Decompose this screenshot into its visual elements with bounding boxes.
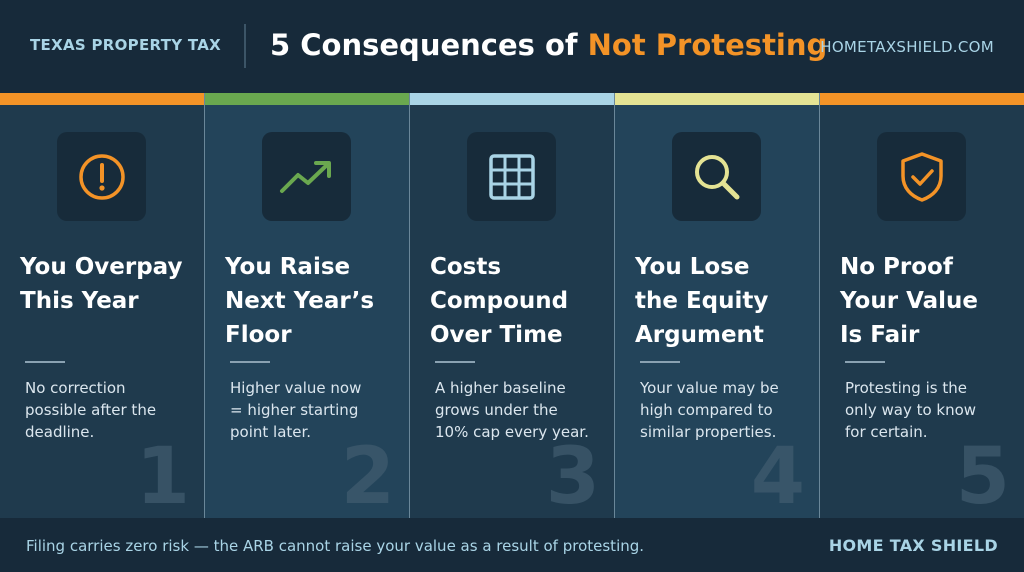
- card-number: 2: [340, 432, 395, 518]
- card-number: 3: [545, 432, 600, 518]
- card-title-line: You Lose: [635, 254, 750, 280]
- card-description-line: A higher baseline: [435, 379, 566, 397]
- card-description-line: Your value may be: [640, 379, 779, 397]
- card-description: Higher value now = higher starting point…: [230, 377, 400, 443]
- card-title-line: You Overpay: [20, 254, 183, 280]
- card-description-line: similar properties.: [640, 423, 777, 441]
- card-description-line: point later.: [230, 423, 312, 441]
- card-description-line: high compared to: [640, 401, 773, 419]
- consequence-card-5: No Proof Your Value Is Fair Protesting i…: [820, 93, 1024, 518]
- divider: [230, 361, 270, 363]
- card-title-line: Costs: [430, 254, 502, 280]
- card-description-line: deadline.: [25, 423, 95, 441]
- card-title-line: No Proof: [840, 254, 953, 280]
- footer: Filing carries zero risk — the ARB canno…: [0, 518, 1024, 572]
- footer-brand: HOME TAX SHIELD: [828, 536, 998, 555]
- color-bar: [0, 93, 204, 105]
- card-title-line: Compound: [430, 288, 569, 314]
- card-title: Costs Compound Over Time: [430, 250, 610, 352]
- consequence-card-3: Costs Compound Over Time A higher baseli…: [410, 93, 615, 518]
- icon-box: [877, 132, 966, 221]
- footer-note: Filing carries zero risk — the ARB canno…: [26, 537, 645, 555]
- shield-check-icon: [900, 151, 943, 202]
- card-description-line: grows under the: [435, 401, 558, 419]
- card-title-line: Is Fair: [840, 322, 920, 348]
- magnifier-icon: [694, 154, 739, 199]
- card-title: You Raise Next Year’s Floor: [225, 250, 405, 352]
- card-description: Protesting is the only way to know for c…: [845, 377, 1015, 443]
- header-label: TEXAS PROPERTY TAX: [30, 36, 222, 54]
- color-bar: [205, 93, 409, 105]
- trending-up-icon: [279, 160, 331, 193]
- card-number: 4: [750, 432, 805, 518]
- consequence-card-1: You Overpay This Year No correction poss…: [0, 93, 205, 518]
- divider: [640, 361, 680, 363]
- header-divider: [244, 24, 246, 68]
- header: TEXAS PROPERTY TAX 5 Consequences of Not…: [0, 0, 1024, 93]
- card-title-line: Argument: [635, 322, 764, 348]
- consequence-columns: You Overpay This Year No correction poss…: [0, 93, 1024, 518]
- grid-table-icon: [488, 153, 535, 200]
- icon-box: [467, 132, 556, 221]
- divider: [435, 361, 475, 363]
- card-description-line: only way to know: [845, 401, 977, 419]
- color-bar: [820, 93, 1024, 105]
- page-title: 5 Consequences of Not Protesting: [270, 28, 827, 62]
- divider: [25, 361, 65, 363]
- divider: [845, 361, 885, 363]
- card-title-line: Your Value: [840, 288, 978, 314]
- icon-box: [262, 132, 351, 221]
- exclamation-circle-icon: [78, 153, 125, 200]
- card-number: 5: [955, 432, 1010, 518]
- color-bar: [410, 93, 614, 105]
- card-description: No correction possible after the deadlin…: [25, 377, 195, 443]
- color-bar: [615, 93, 819, 105]
- card-title-line: Over Time: [430, 322, 563, 348]
- consequence-card-2: You Raise Next Year’s Floor Higher value…: [205, 93, 410, 518]
- title-main: 5 Consequences of: [270, 28, 588, 62]
- card-title-line: Floor: [225, 322, 292, 348]
- card-description-line: Protesting is the: [845, 379, 967, 397]
- card-title-line: the Equity: [635, 288, 769, 314]
- card-title-line: This Year: [20, 288, 139, 314]
- card-description-line: = higher starting: [230, 401, 359, 419]
- card-description: Your value may be high compared to simil…: [640, 377, 810, 443]
- card-description-line: No correction: [25, 379, 126, 397]
- card-description-line: for certain.: [845, 423, 928, 441]
- card-title: You Overpay This Year: [20, 250, 200, 318]
- title-accent: Not Protesting: [587, 28, 828, 62]
- card-description-line: possible after the: [25, 401, 157, 419]
- site-url: HOMETAXSHIELD.COM: [820, 38, 994, 56]
- card-title-line: Next Year’s: [225, 288, 375, 314]
- card-title: No Proof Your Value Is Fair: [840, 250, 1020, 352]
- icon-box: [672, 132, 761, 221]
- card-title: You Lose the Equity Argument: [635, 250, 815, 352]
- card-description-line: Higher value now: [230, 379, 362, 397]
- card-description: A higher baseline grows under the 10% ca…: [435, 377, 605, 443]
- card-number: 1: [135, 432, 190, 518]
- card-title-line: You Raise: [225, 254, 351, 280]
- consequence-card-4: You Lose the Equity Argument Your value …: [615, 93, 820, 518]
- icon-box: [57, 132, 146, 221]
- card-description-line: 10% cap every year.: [435, 423, 589, 441]
